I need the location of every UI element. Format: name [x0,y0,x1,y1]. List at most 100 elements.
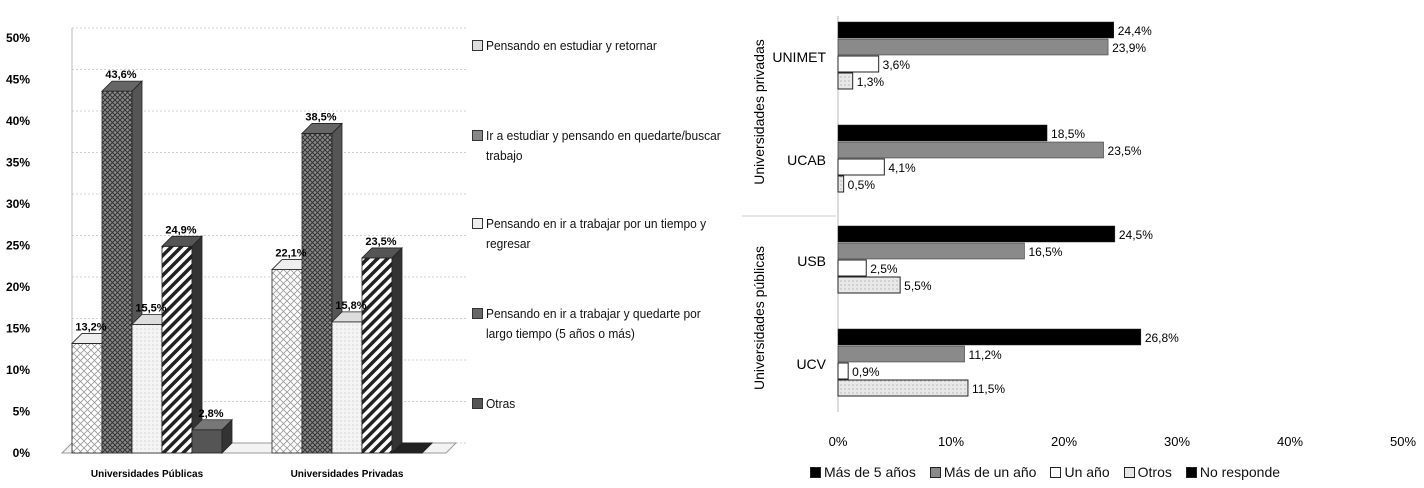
legend-item: Un año [1050,464,1110,480]
data-label: 16,5% [1028,245,1062,259]
legend-label: Ir a estudiar y pensando en quedarte/bus… [486,128,721,163]
data-label: 3,6% [883,58,911,72]
data-label: 2,5% [870,262,898,276]
legend-swatch [472,398,483,409]
x-tick-label: 30% [1164,434,1190,449]
legend-item: Otras [472,394,746,414]
legend-item: Ir a estudiar y pensando en quedarte/bus… [472,126,746,166]
x-tick-label: 0% [829,434,848,449]
data-label: 26,8% [1145,331,1179,345]
y-tick-label: 45% [6,73,30,87]
data-label: 22,1% [275,248,306,260]
data-label: 15,5% [135,302,166,314]
data-label: 0,9% [852,365,880,379]
bar [837,124,1048,142]
y-tick-label: 25% [6,239,30,253]
legend-item: Pensando en ir a trabajar y quedarte por… [472,304,746,344]
bar [837,225,1116,243]
legend-item: No responde [1185,464,1281,480]
legend-label: Más de 5 años [824,464,916,480]
legend-swatch [1123,466,1135,478]
bar [837,362,849,380]
legend-label: Pensando en ir a trabajar y quedarte por… [486,306,701,341]
x-category-label: Universidades Privadas [291,469,404,480]
bar [837,328,1142,346]
category-label: UNIMET [772,49,826,65]
bar [837,345,965,363]
group-label: Universidades privadas [751,39,767,185]
x-tick-label: 50% [1390,434,1416,449]
y-tick-label: 0% [13,446,31,460]
y-tick-label: 20% [6,280,30,294]
legend-label: Pensando en estudiar y retornar [486,38,657,53]
right-bar-chart: 0% 10% 20% 30% 40% 50% 24,4% 23,9% 3,6% 1,3% UNIME… [742,16,1416,449]
left-bar-chart: 0% 5% 10% 15% 20% 25% 30% 35% 40% 45% 50% 13,2% 43,6… [6,27,466,480]
legend-swatch [810,466,821,478]
legend-swatch [472,308,483,319]
left-legend: Pensando en estudiar y retornar Ir a estu… [472,0,727,460]
bar [390,442,434,454]
data-label: 24,5% [1119,228,1153,242]
data-label: 24,4% [1118,24,1152,38]
data-label: 0,5% [848,178,876,192]
bar [837,379,969,397]
y-tick-label: 50% [6,31,30,45]
legend-swatch [472,218,483,229]
y-tick-label: 15% [6,322,30,336]
category-label: UCV [796,356,826,372]
legend-swatch [1050,466,1062,478]
bar [837,259,867,277]
bar [837,141,1104,159]
legend-item: Otros [1123,464,1172,480]
legend-item: Más de un año [929,464,1037,480]
category-label: USB [797,253,826,269]
legend-item: Pensando en ir a trabajar por un tiempo … [472,214,746,254]
bar [837,242,1025,260]
x-tick-label: 20% [1051,434,1077,449]
y-tick-label: 40% [6,114,30,128]
legend-swatch [472,40,483,51]
legend-swatch [472,130,483,141]
data-label: 24,9% [165,224,196,236]
x-tick-label: 40% [1277,434,1303,449]
right-legend: Más de 5 años Más de un año Un año Otros No … [810,464,1280,480]
data-label: 2,8% [198,408,223,420]
bar [161,235,203,454]
legend-label: Otros [1137,464,1172,480]
legend-label: Otras [486,396,516,411]
bar [837,158,885,176]
bar [191,418,233,454]
data-label: 11,2% [969,348,1002,362]
bar [361,246,403,454]
y-tick-label: 5% [13,405,31,419]
data-label: 1,3% [857,75,885,89]
data-label: 23,5% [1108,144,1142,158]
category-label: UCAB [787,152,826,168]
data-label: 38,5% [305,111,336,123]
bar [837,38,1109,56]
bar [837,175,845,193]
data-label: 43,6% [105,69,136,81]
legend-label: Pensando en ir a trabajar por un tiempo … [486,216,707,251]
bar [837,276,901,294]
x-tick-label: 10% [938,434,964,449]
legend-label: No responde [1199,464,1281,480]
data-label: 23,5% [365,236,396,248]
y-tick-label: 10% [6,363,30,377]
data-label: 4,1% [888,161,916,175]
bar [837,72,854,90]
y-tick-label: 35% [6,156,30,170]
data-label: 23,9% [1112,41,1146,55]
legend-item: Más de 5 años [810,464,916,480]
legend-item: Pensando en estudiar y retornar [472,36,746,56]
data-label: 11,5% [972,382,1005,396]
bar [837,55,880,73]
legend-label: Más de un año [943,464,1037,480]
bar [837,21,1114,39]
legend-swatch [929,466,941,478]
y-tick-label: 30% [6,197,30,211]
data-label: 18,5% [1051,127,1085,141]
legend-swatch [1185,466,1197,478]
group-label: Universidades públicas [751,246,767,390]
data-label: 5,5% [904,279,932,293]
